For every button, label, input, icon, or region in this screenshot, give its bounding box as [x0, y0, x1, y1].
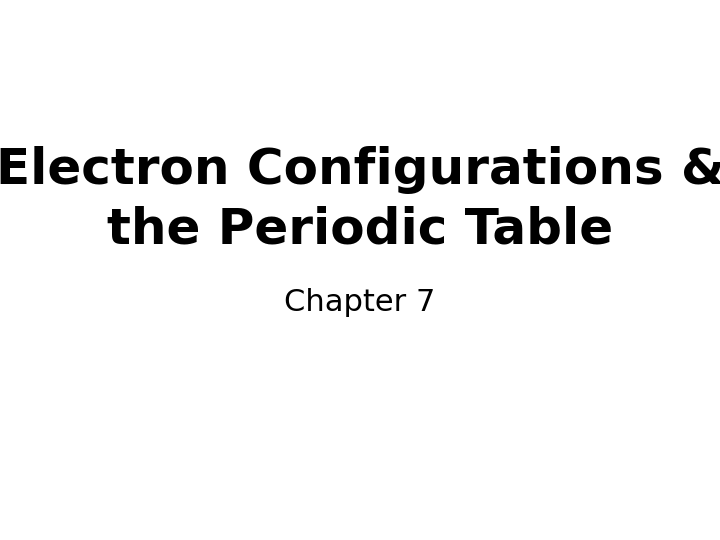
- Text: Electron Configurations &
the Periodic Table: Electron Configurations & the Periodic T…: [0, 146, 720, 253]
- Text: Chapter 7: Chapter 7: [284, 288, 436, 317]
